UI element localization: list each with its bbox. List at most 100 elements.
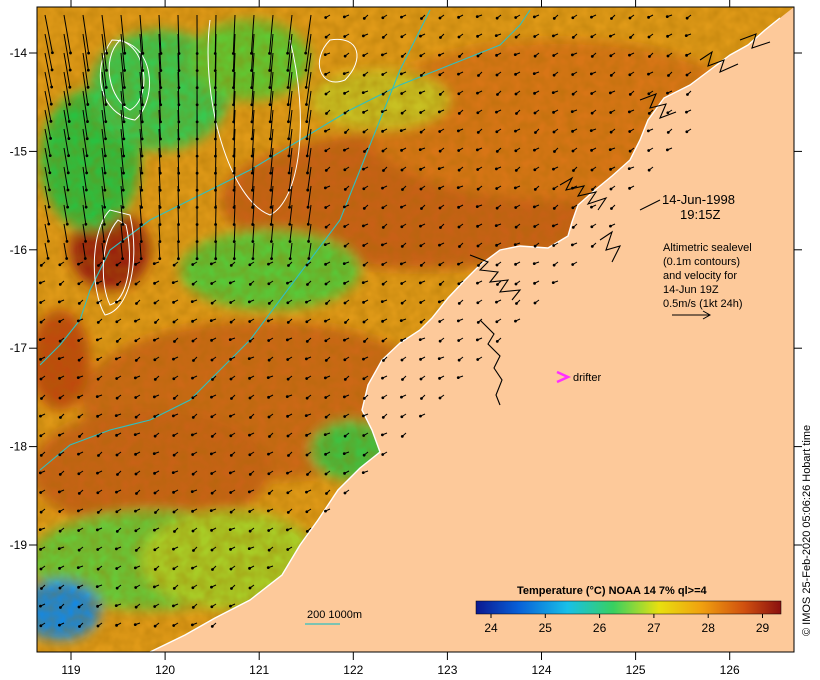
velocity-arrow	[609, 71, 616, 77]
velocity-arrow	[211, 565, 217, 571]
velocity-arrow	[381, 128, 388, 133]
velocity-arrow	[195, 223, 199, 243]
velocity-arrow	[172, 432, 179, 437]
velocity-arrow	[209, 451, 217, 456]
velocity-arrow	[323, 432, 331, 437]
velocity-arrow	[210, 280, 217, 285]
velocity-arrow	[228, 337, 236, 342]
velocity-arrow	[139, 185, 144, 209]
velocity-arrow	[361, 413, 369, 418]
velocity-arrow	[153, 470, 160, 475]
velocity-arrow	[211, 375, 217, 381]
velocity-arrow	[77, 546, 84, 552]
velocity-arrow	[229, 375, 236, 381]
velocity-arrow	[134, 527, 141, 533]
velocity-arrow	[134, 508, 141, 513]
velocity-arrow	[250, 71, 255, 107]
velocity-arrow	[438, 71, 445, 77]
velocity-arrow	[63, 185, 70, 209]
velocity-arrow	[114, 603, 122, 608]
velocity-arrows	[38, 14, 692, 628]
velocity-arrow	[191, 565, 198, 570]
velocity-arrow	[229, 546, 236, 551]
velocity-arrow	[609, 33, 616, 38]
velocity-arrow	[39, 451, 46, 457]
velocity-arrow	[191, 603, 198, 609]
velocity-arrow	[173, 337, 179, 343]
velocity-arrow	[665, 147, 673, 152]
velocity-arrow	[514, 261, 521, 266]
velocity-arrow	[305, 299, 312, 304]
velocity-arrow	[58, 470, 65, 476]
velocity-arrow	[269, 147, 274, 175]
velocity-arrow	[247, 299, 255, 304]
velocity-arrow	[419, 185, 426, 191]
velocity-arrow	[552, 242, 559, 247]
velocity-arrow	[82, 90, 89, 123]
velocity-arrow	[172, 356, 179, 361]
velocity-arrow	[476, 242, 483, 248]
velocity-arrow	[494, 33, 502, 38]
velocity-arrow	[63, 128, 70, 158]
velocity-arrow	[210, 337, 217, 342]
velocity-arrow	[153, 356, 160, 362]
velocity-arrow	[514, 33, 521, 39]
velocity-arrow	[514, 147, 521, 153]
velocity-arrow	[495, 52, 502, 57]
velocity-arrow	[191, 451, 198, 456]
velocity-arrow	[76, 508, 84, 513]
velocity-arrow	[400, 14, 407, 19]
velocity-arrow	[82, 71, 90, 106]
velocity-arrow	[248, 337, 255, 343]
velocity-arrow	[229, 508, 236, 514]
velocity-arrow	[269, 223, 274, 243]
velocity-arrow	[115, 318, 122, 324]
velocity-arrow	[343, 242, 350, 248]
velocity-arrow	[458, 242, 464, 248]
longitude-axis: 119 120 121 122 123 124 125 126	[61, 0, 740, 677]
velocity-arrow	[343, 166, 350, 172]
velocity-arrow	[115, 375, 122, 380]
velocity-arrow	[287, 261, 293, 267]
velocity-arrow	[134, 261, 141, 266]
velocity-arrow	[133, 375, 141, 380]
velocity-arrow	[82, 128, 89, 158]
velocity-arrow	[101, 14, 109, 55]
velocity-arrow	[343, 375, 350, 381]
velocity-arrow	[438, 261, 445, 267]
velocity-arrow	[195, 242, 199, 261]
velocity-arrow	[267, 261, 274, 266]
velocity-arrow	[324, 166, 331, 172]
velocity-arrow	[304, 14, 312, 55]
velocity-arrow	[120, 109, 126, 141]
velocity-arrow	[552, 166, 559, 171]
velocity-arrow	[250, 90, 255, 124]
velocity-arrow	[570, 52, 578, 57]
velocity-arrow	[685, 71, 692, 77]
lon-tick-label: 126	[720, 663, 740, 677]
velocity-arrow	[495, 147, 502, 153]
velocity-arrow	[229, 451, 236, 457]
velocity-arrow	[324, 147, 331, 153]
velocity-arrow	[513, 52, 521, 57]
velocity-arrow	[101, 33, 108, 72]
velocity-arrow	[153, 375, 160, 381]
velocity-arrow	[552, 261, 559, 267]
velocity-arrow	[419, 413, 426, 418]
velocity-arrow	[285, 394, 293, 399]
velocity-arrow	[63, 166, 70, 192]
velocity-arrow	[101, 109, 107, 141]
velocity-arrow	[590, 52, 597, 58]
velocity-arrow	[571, 147, 578, 153]
velocity-arrow	[97, 261, 103, 267]
velocity-arrow	[191, 337, 198, 343]
velocity-arrow	[476, 33, 483, 38]
velocity-arrow	[324, 261, 331, 266]
velocity-arrow	[191, 508, 198, 513]
bathymetry-200m	[39, 9, 531, 366]
velocity-arrow	[58, 432, 65, 437]
velocity-arrow	[77, 470, 84, 476]
velocity-arrow	[343, 109, 350, 115]
velocity-arrow	[134, 584, 141, 589]
velocity-arrow	[286, 489, 293, 495]
